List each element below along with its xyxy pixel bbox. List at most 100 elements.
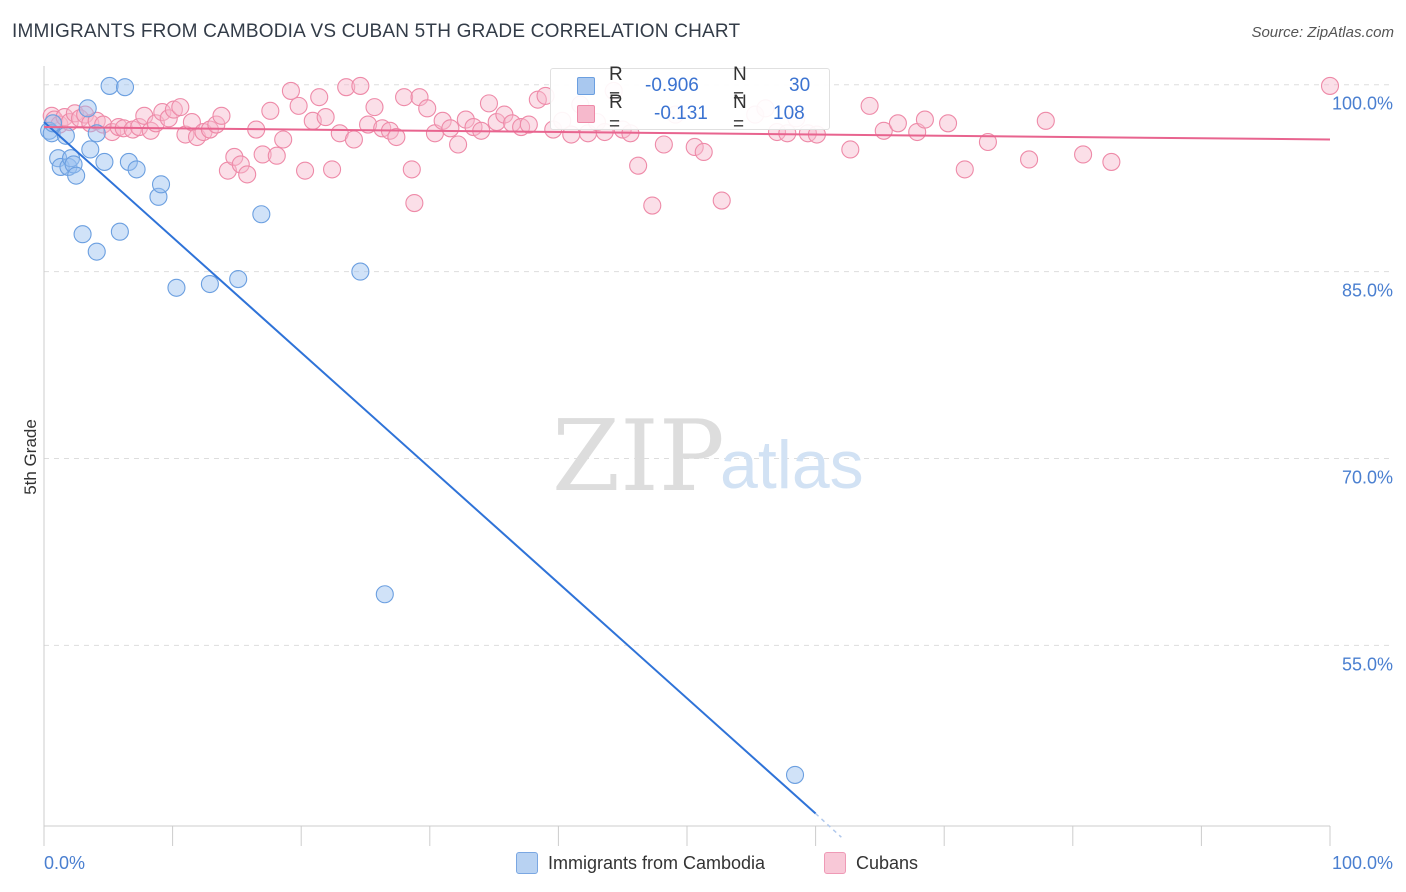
cuban-trendline: [43, 126, 1331, 141]
cambodia-point: [87, 242, 106, 261]
r-value: -0.906: [645, 75, 699, 96]
n-label: N =: [733, 92, 747, 135]
source-label: Source: ZipAtlas.com: [1251, 24, 1394, 41]
n-value: 30: [789, 75, 811, 96]
cuban-point: [888, 114, 907, 133]
n-label: N =: [733, 64, 747, 107]
cambodia-point: [785, 765, 805, 784]
cambodia-point: [375, 585, 394, 604]
cuban-point: [955, 160, 974, 179]
x-tick-label: 0.0%: [44, 853, 85, 873]
cuban-point: [289, 96, 308, 115]
cuban-point: [712, 191, 731, 210]
cubans-legend-swatch: [824, 852, 846, 874]
cuban-point: [643, 196, 662, 215]
tick-labels: 55.0% 70.0% 85.0% 100.0% 0.0% 100.0%: [44, 94, 1393, 873]
cuban-point: [225, 147, 244, 167]
cuban-point: [841, 140, 860, 159]
cambodia-point: [119, 152, 138, 171]
cuban-point: [274, 130, 293, 149]
y-axis-label: 5th Grade: [21, 419, 40, 495]
cuban-point: [1074, 145, 1093, 164]
cuban-point: [171, 98, 190, 117]
legend-item-cubans[interactable]: Cubans: [824, 852, 918, 874]
legend-label-cambodia: Immigrants from Cambodia: [548, 852, 766, 873]
cuban-point: [402, 160, 421, 179]
cambodia-point: [151, 175, 171, 194]
cambodia-point: [167, 278, 186, 297]
cambodia-point: [73, 225, 92, 244]
stats-legend: R = -0.906 N = 30 R = -0.131 N = 108: [550, 64, 830, 135]
cuban-point: [261, 101, 280, 120]
cuban-point: [405, 193, 424, 213]
cuban-point: [212, 106, 231, 125]
cambodia-point: [115, 78, 135, 97]
y-tick-label: 70.0%: [1342, 467, 1393, 487]
cuban-point: [939, 114, 958, 133]
cuban-point: [685, 137, 704, 157]
cuban-point: [231, 155, 250, 174]
gridlines: [44, 84, 1390, 646]
cuban-point: [310, 88, 329, 107]
cuban-point: [267, 146, 286, 165]
cambodia-trendline-extension: [815, 812, 842, 838]
cambodia-point: [87, 124, 106, 143]
cambodia-point: [252, 205, 271, 224]
r-value: -0.131: [654, 103, 708, 124]
cuban-point: [860, 96, 879, 115]
cuban-point: [387, 127, 406, 147]
cambodia-point: [127, 160, 146, 179]
cuban-point: [1036, 111, 1055, 130]
cuban-point: [359, 115, 378, 134]
cambodia-point: [78, 99, 97, 118]
x-tick-label: 100.0%: [1332, 853, 1393, 873]
legend-label-cubans: Cubans: [856, 852, 919, 873]
cambodia-point: [229, 269, 248, 289]
cuban-point: [337, 78, 356, 97]
cuban-point: [456, 110, 475, 129]
cubans-swatch: [577, 105, 595, 123]
cuban-point: [351, 76, 370, 95]
cuban-point: [281, 81, 300, 100]
cuban-point: [479, 94, 499, 113]
cuban-point: [344, 130, 363, 149]
cuban-point: [978, 132, 997, 152]
cuban-point: [449, 135, 468, 154]
cuban-point: [433, 111, 452, 130]
y-tick-label: 55.0%: [1342, 654, 1393, 674]
cambodia-point: [351, 262, 370, 281]
cambodia-point: [95, 152, 114, 171]
cuban-point: [441, 119, 460, 138]
r-label: R =: [609, 64, 623, 107]
watermark-zip: ZIP: [552, 400, 725, 514]
cuban-point: [365, 98, 384, 117]
y-tick-label: 85.0%: [1342, 281, 1393, 301]
cambodia-swatch: [577, 77, 595, 95]
trendlines: [43, 121, 1331, 838]
legend-item-cambodia[interactable]: Immigrants from Cambodia: [516, 852, 765, 874]
cuban-point: [654, 135, 673, 154]
cuban-point: [1320, 76, 1340, 95]
y-tick-label: 100.0%: [1332, 94, 1393, 114]
cuban-point: [915, 110, 934, 129]
cambodia-point: [100, 76, 119, 95]
cuban-point: [253, 145, 272, 164]
cambodia-point: [81, 140, 100, 159]
cuban-point: [395, 88, 414, 107]
cuban-point: [1102, 152, 1121, 171]
cambodia-point: [67, 166, 86, 185]
axes: [43, 66, 1331, 846]
cambodia-legend-swatch: [516, 852, 538, 874]
cuban-point: [159, 109, 178, 128]
cuban-point: [296, 161, 315, 180]
cambodia-point: [64, 155, 83, 174]
series-cubans: [42, 76, 1340, 215]
cuban-point: [629, 156, 648, 175]
cuban-point: [1020, 150, 1039, 169]
cambodia-point: [110, 222, 129, 241]
cuban-point: [694, 142, 713, 162]
watermark-atlas: atlas: [720, 427, 864, 503]
cuban-point: [316, 108, 335, 127]
chart-title: IMMIGRANTS FROM CAMBODIA VS CUBAN 5TH GR…: [12, 21, 741, 42]
